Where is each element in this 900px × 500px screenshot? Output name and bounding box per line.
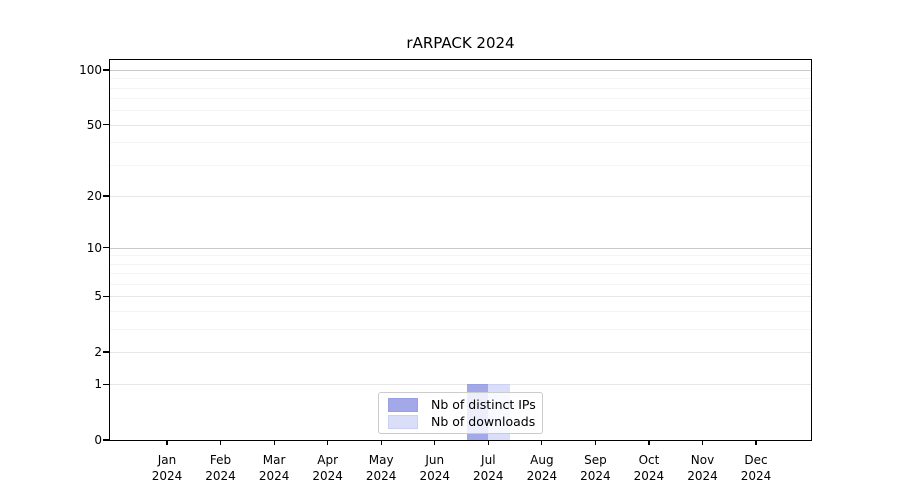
x-tick-year-dec: 2024 [740, 469, 772, 483]
y-tick-mark-5 [103, 295, 109, 297]
x-tick-label-jan: Jan 2024 [135, 452, 199, 484]
legend-row-distinct-ips: Nb of distinct IPs [385, 397, 536, 412]
gridline-minor [110, 142, 811, 144]
legend-label-distinct-ips: Nb of distinct IPs [431, 397, 536, 412]
x-tick-label-mar: Mar 2024 [242, 452, 306, 484]
x-tick-year-may: 2024 [365, 469, 397, 483]
x-tick-year-nov: 2024 [687, 469, 718, 483]
x-tick-year-jun: 2024 [419, 469, 451, 483]
x-tick-mark-jul [487, 440, 489, 445]
y-tick-label-10: 10 [86, 240, 102, 255]
plot-area [110, 59, 811, 441]
x-tick-year-sep: 2024 [580, 469, 611, 483]
x-tick-year-aug: 2024 [526, 469, 558, 483]
gridline-50 [110, 124, 811, 126]
y-tick-mark-2 [103, 351, 109, 353]
y-tick-label-100: 100 [79, 63, 102, 77]
y-tick-label-2: 2 [94, 344, 102, 359]
x-tick-label-sep: Sep 2024 [563, 452, 627, 484]
x-tick-label-dec: Dec 2024 [724, 452, 788, 484]
x-tick-label-jun: Jun 2024 [403, 452, 467, 484]
y-tick-mark-1 [103, 383, 109, 386]
legend-row-downloads: Nb of downloads [385, 414, 536, 429]
gridline-5 [110, 296, 811, 298]
x-tick-label-nov: Nov 2024 [671, 452, 735, 484]
y-tick-mark-100 [103, 69, 109, 71]
x-tick-label-oct: Oct 2024 [617, 452, 681, 484]
x-tick-mark-jan [166, 440, 168, 445]
gridline-minor [110, 255, 811, 257]
x-tick-mark-sep [594, 440, 596, 445]
gridline-minor [110, 110, 811, 112]
gridline-2 [110, 351, 811, 353]
x-tick-mark-aug [541, 440, 543, 445]
x-tick-year-apr: 2024 [312, 469, 343, 483]
y-tick-label-0: 0 [94, 433, 102, 447]
x-tick-year-mar: 2024 [258, 469, 290, 483]
y-tick-mark-0 [103, 439, 109, 441]
y-tick-mark-50 [103, 124, 109, 126]
y-tick-label-20: 20 [86, 188, 102, 203]
x-tick-mark-nov [701, 440, 704, 445]
gridline-minor [110, 87, 811, 89]
gridline-minor [110, 164, 811, 166]
gridline-minor [110, 78, 811, 80]
x-tick-year-oct: 2024 [633, 469, 665, 483]
x-tick-label-jul: Jul 2024 [456, 452, 520, 484]
x-tick-mark-oct [648, 440, 650, 445]
spine-right [811, 59, 813, 442]
x-tick-mark-apr [327, 440, 329, 445]
gridline-minor [110, 328, 811, 330]
x-tick-year-jan: 2024 [151, 469, 183, 483]
legend-label-downloads: Nb of downloads [431, 414, 536, 429]
gridline-minor [110, 98, 811, 100]
spine-top [108, 59, 813, 61]
gridline-minor [110, 310, 811, 312]
spine-left [108, 59, 111, 442]
x-tick-year-feb: 2024 [205, 469, 236, 483]
y-tick-label-50: 50 [86, 117, 102, 132]
x-tick-mark-jun [434, 440, 436, 445]
x-tick-year-jul: 2024 [473, 469, 504, 483]
x-tick-mark-may [380, 440, 382, 445]
gridline-20 [110, 195, 811, 197]
x-tick-mark-feb [219, 440, 222, 445]
legend-swatch-downloads [388, 414, 418, 429]
spine-bottom [108, 440, 813, 442]
y-tick-mark-20 [103, 195, 109, 197]
legend-swatch-distinct-ips [388, 397, 418, 412]
gridline-minor [110, 263, 811, 265]
gridline-100 [110, 70, 811, 71]
x-tick-mark-dec [755, 440, 757, 445]
legend: Nb of distinct IPs Nb of downloads [378, 392, 543, 434]
y-tick-mark-10 [103, 247, 109, 249]
x-tick-mark-mar [273, 440, 275, 445]
gridline-10 [110, 247, 811, 249]
y-tick-label-1: 1 [94, 377, 102, 392]
y-tick-label-5: 5 [94, 289, 102, 304]
chart-title: rARPACK 2024 [406, 34, 515, 52]
x-tick-label-feb: Feb 2024 [189, 452, 253, 484]
x-tick-label-apr: Apr 2024 [296, 452, 360, 484]
x-tick-label-may: May 2024 [349, 452, 413, 484]
gridline-minor [110, 273, 811, 275]
gridline-1 [110, 384, 811, 386]
gridline-minor [110, 283, 811, 285]
x-tick-label-aug: Aug 2024 [510, 452, 574, 484]
